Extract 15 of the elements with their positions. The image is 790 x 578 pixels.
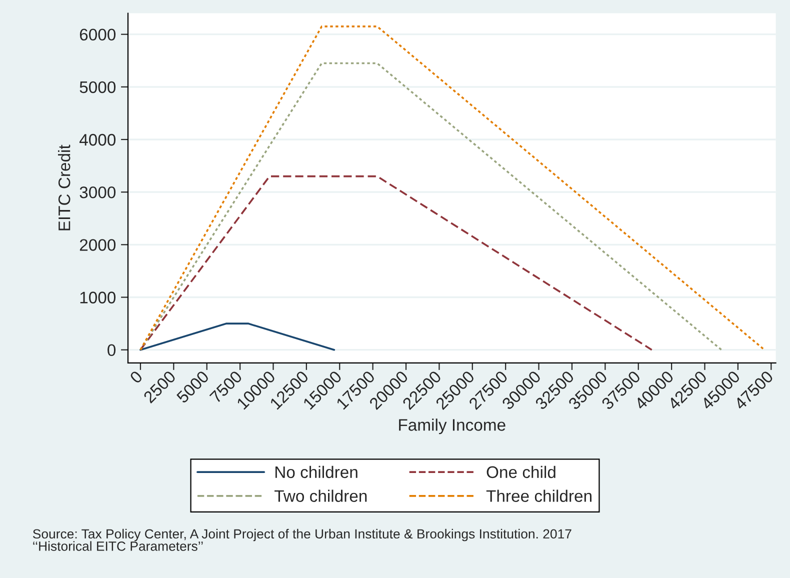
y-tick-label: 4000 [79, 134, 116, 146]
x-axis-title: Family Income [399, 418, 506, 434]
y-tick-label: 0 [108, 344, 116, 356]
legend-label: Two children [274, 490, 367, 502]
legend-label: Three children [486, 490, 592, 502]
legend-label: One child [486, 466, 556, 478]
y-tick-label: 2000 [80, 239, 116, 251]
legend-label: No children [275, 466, 358, 478]
y-tick-label: 5000 [80, 81, 116, 94]
y-tick-label: 6000 [80, 28, 116, 41]
source-note: Source: Tax Policy Center, A Joint Project of the Urban Institute & Brookings Institution. 2017 ‘‘Historical EITC Parameters’’ [32, 528, 572, 551]
y-axis-title: EITC Credit [58, 144, 70, 230]
x-tick-label: 0 [129, 370, 144, 384]
y-tick-label: 1000 [80, 292, 116, 304]
y-tick-label: 3000 [80, 186, 116, 198]
